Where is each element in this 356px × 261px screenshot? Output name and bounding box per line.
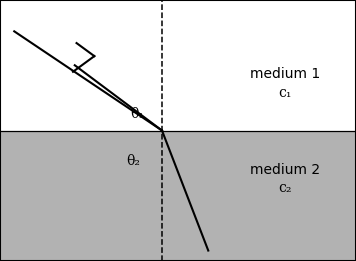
Bar <box>0 130 356 261</box>
Text: c₂: c₂ <box>278 181 292 195</box>
Text: θ₁: θ₁ <box>130 106 144 121</box>
Bar <box>0 0 356 130</box>
Text: θ₂: θ₂ <box>126 153 141 168</box>
Text: medium 2: medium 2 <box>250 163 320 177</box>
Text: medium 1: medium 1 <box>250 67 320 81</box>
Text: c₁: c₁ <box>278 86 292 100</box>
